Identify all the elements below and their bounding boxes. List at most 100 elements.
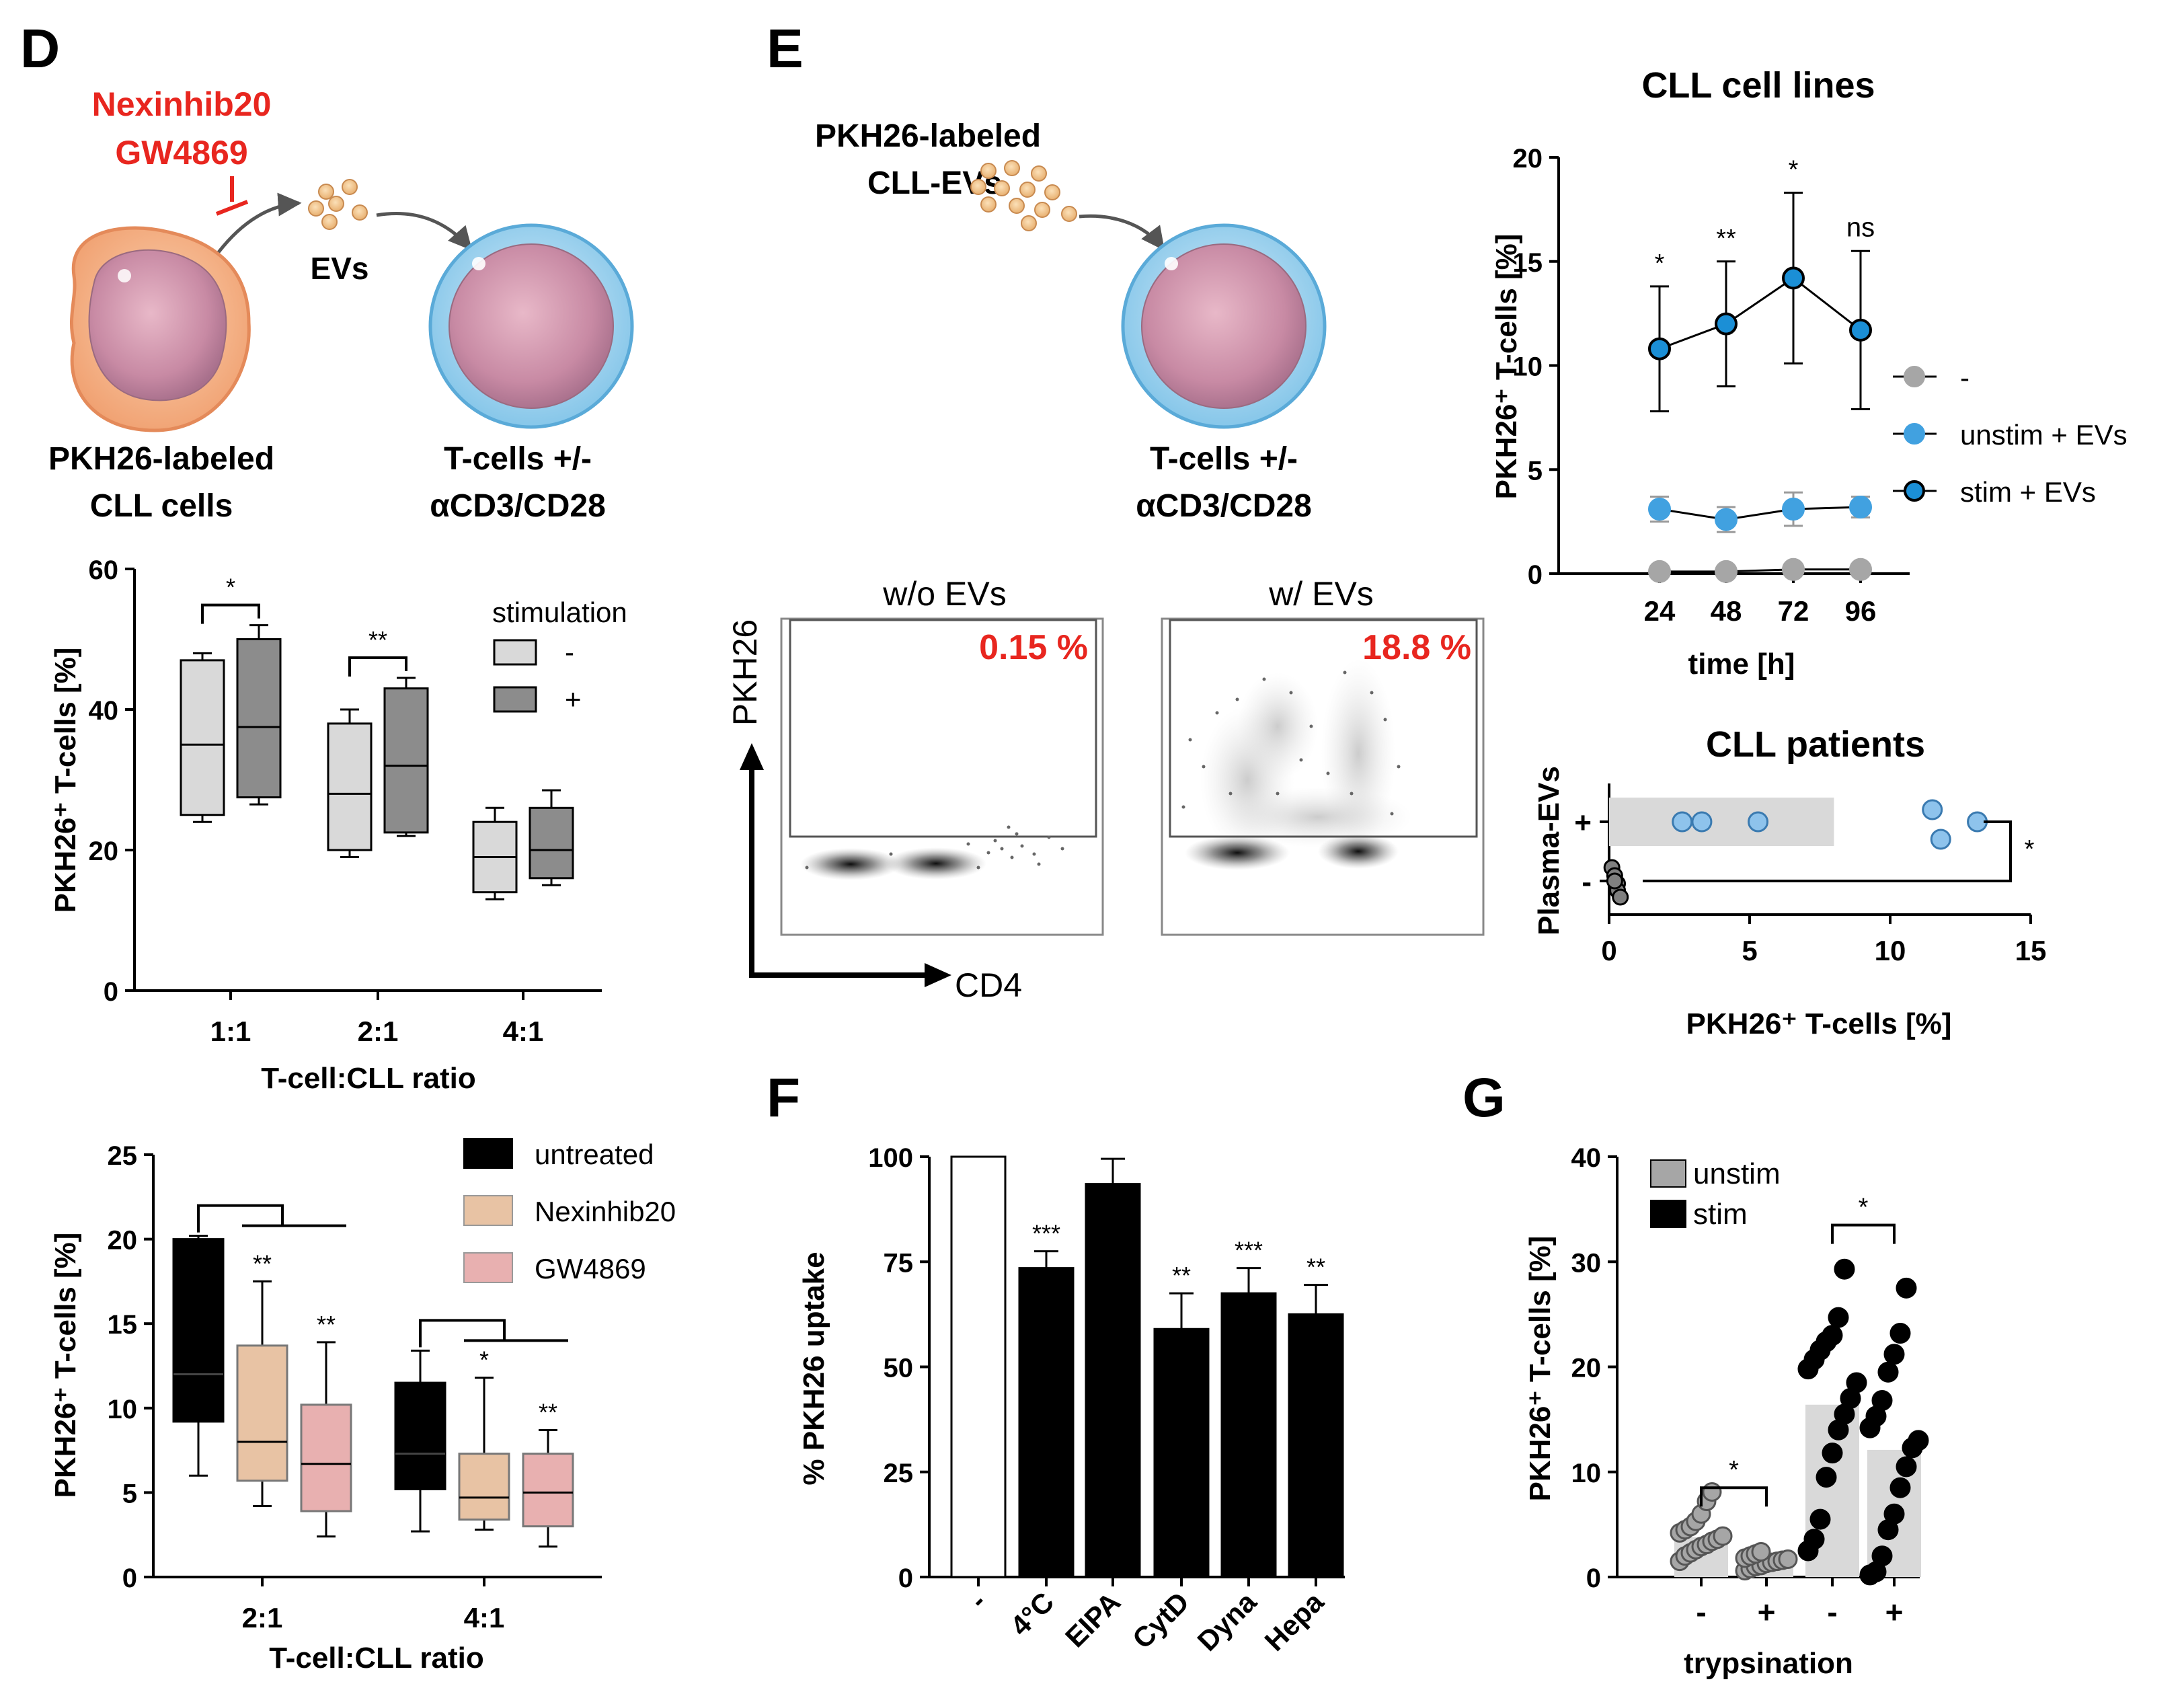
y-tick-label: 25 (108, 1141, 138, 1171)
data-point-2-4 (1822, 1443, 1843, 1464)
series-line-1 (1659, 506, 1861, 521)
data-point-2-15 (1834, 1258, 1855, 1280)
y-tick-label: 0 (1586, 1564, 1601, 1593)
bar-0 (950, 1155, 1007, 1578)
x-tick-label: 96 (1845, 595, 1877, 627)
evs-label: EVs (311, 251, 369, 286)
schematic-e: PKH26-labeled CLL-EVs T-cells +/- αCD3/C… (815, 118, 1327, 524)
data-point-1-0 (1648, 498, 1671, 521)
y-tick-label: 20 (1571, 1354, 1602, 1383)
inhibition-bar (215, 200, 249, 216)
legend-title: stimulation (492, 597, 627, 628)
significance-label: * (1655, 249, 1665, 278)
tcell-highlight (472, 257, 485, 270)
data-point-2-3 (1849, 318, 1872, 342)
x-tick-label: 24 (1644, 595, 1676, 627)
chart-e-cell-lines: 0 5 10 15 20 PKH26⁺ T-cells [%] CLL cell lines… (1490, 65, 2128, 681)
data-point-2-1 (1803, 1529, 1825, 1550)
flow-plots: w/o EVs w/ EVs 0.15 % (726, 575, 1485, 1004)
tcell-e-nucleus-icon (1141, 243, 1306, 409)
legend-swatch (1650, 1159, 1686, 1188)
legend-label: - (1960, 362, 1970, 393)
legend-label: stim (1693, 1198, 1748, 1231)
legend-swatch (1650, 1200, 1686, 1228)
y-tick-label: 10 (108, 1395, 138, 1424)
y-tick-label: 10 (1513, 352, 1543, 382)
box-0-0 (180, 659, 225, 816)
legend-label: + (565, 683, 582, 715)
legend-marker (1904, 423, 1925, 445)
legend-label: stim + EVs (1960, 476, 2096, 508)
significance-bracket (1643, 820, 2012, 882)
chart-g-scatter: 0 10 20 30 40 PKH26⁺ T-cells [%] - + - + * * unstim s… (1524, 1143, 1929, 1680)
legend-swatch (463, 1195, 513, 1226)
significance-label: * (226, 574, 235, 601)
data-point-2-8 (1846, 1372, 1867, 1393)
data-point-3-4 (1883, 1503, 1905, 1525)
y-tick-label: 30 (1571, 1248, 1602, 1278)
significance-label: ** (317, 1311, 336, 1338)
data-point-1-1 (1715, 508, 1738, 531)
significance-label: ** (368, 626, 387, 654)
box-1-0 (327, 722, 373, 851)
data-point-minus-5 (1606, 872, 1623, 890)
x-axis-title: T-cell:CLL ratio (261, 1062, 475, 1095)
x-tick-label: 15 (2015, 935, 2047, 966)
y-tick-label: 20 (1513, 144, 1543, 174)
flow-plot-title-1: w/o EVs (882, 575, 1006, 613)
x-axis-title: T-cell:CLL ratio (269, 1642, 483, 1675)
flow-gate-2 (1169, 619, 1478, 838)
e-source-label-line1: PKH26-labeled (815, 118, 1041, 154)
significance-label: ** (1172, 1262, 1191, 1289)
y-tick-label: 20 (89, 837, 119, 866)
significance-bracket (348, 656, 407, 677)
data-point-2-2 (1809, 1508, 1831, 1530)
y-tick-label: 10 (1571, 1459, 1602, 1488)
significance-label: ns (1846, 213, 1875, 242)
y-tick-label: 50 (884, 1354, 914, 1383)
flow-x-axis-label: CD4 (955, 966, 1022, 1004)
x-tick-label: CytD (1126, 1586, 1196, 1655)
data-point-2-1 (1715, 312, 1738, 336)
box-1-2 (522, 1453, 574, 1528)
y-axis-title: PKH26⁺ T-cells [%] (49, 1233, 82, 1498)
box-0-2 (300, 1404, 352, 1512)
legend-swatch (463, 1138, 513, 1169)
series-line-0 (1660, 568, 1861, 573)
x-tick-label: Dyna (1192, 1586, 1263, 1657)
y-tick-label: 60 (89, 555, 119, 585)
x-tick-label: 4°C (1004, 1586, 1060, 1642)
x-tick-label: 1:1 (210, 1015, 251, 1047)
y-axis-title: Plasma-EVs (1532, 766, 1565, 935)
inhibitor-label-nexinhib20: Nexinhib20 (92, 85, 272, 123)
x-tick-label: 10 (1875, 935, 1906, 966)
data-point-0-8 (1713, 1526, 1733, 1546)
box-0-0 (172, 1238, 225, 1423)
flow-plot-title-2: w/ EVs (1268, 575, 1374, 613)
x-tick-label: 72 (1778, 595, 1809, 627)
chart-title: CLL cell lines (1641, 65, 1875, 106)
box-1-0 (394, 1381, 446, 1490)
data-point-3-13 (1883, 1344, 1905, 1365)
significance-label: * (479, 1346, 489, 1374)
data-point-3-14 (1889, 1323, 1911, 1344)
legend-label: GW4869 (535, 1253, 646, 1284)
box-0-1 (236, 638, 282, 799)
legend-label: untreated (535, 1139, 654, 1170)
flow-dots-2 (1181, 670, 1401, 816)
x-tick-label: 0 (1601, 935, 1616, 966)
y-tick-label: 100 (868, 1143, 913, 1173)
data-point-0-15 (1702, 1482, 1722, 1502)
cell-highlight (118, 269, 131, 282)
y-axis-title: PKH26⁺ T-cells [%] (49, 648, 82, 913)
source-label-line2: CLL cells (90, 488, 233, 524)
panel-letter-g: G (1462, 1067, 1506, 1128)
y-tick-label: 40 (1571, 1143, 1602, 1173)
flow-dots-1 (805, 825, 1064, 870)
legend-label: unstim (1693, 1157, 1781, 1190)
flow-y-axis-label: PKH26 (726, 619, 764, 726)
data-point-plus-2 (1748, 811, 1769, 833)
target-label-line2: αCD3/CD28 (430, 488, 606, 524)
box-1-1 (458, 1453, 510, 1521)
